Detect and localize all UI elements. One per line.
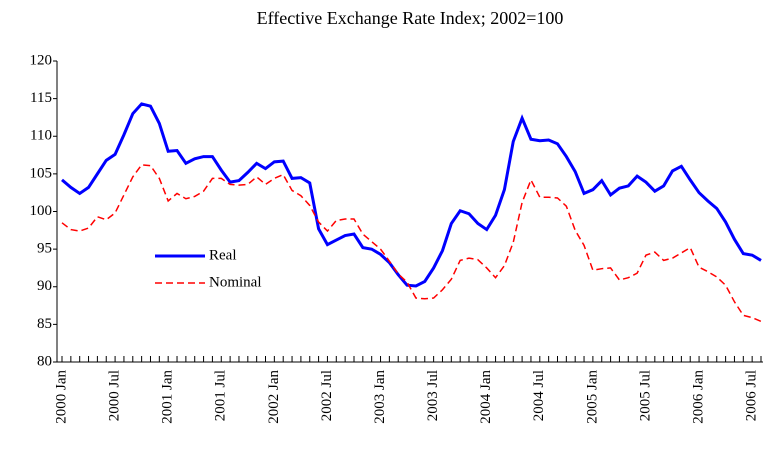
x-tick-label: 2000 Jan xyxy=(53,370,69,424)
x-tick-label: 2005 Jan xyxy=(584,370,600,424)
y-tick-label: 90 xyxy=(37,278,52,294)
y-tick-label: 120 xyxy=(30,52,53,68)
series-line xyxy=(61,164,762,323)
x-tick-label: 2002 Jan xyxy=(266,370,282,424)
series-line xyxy=(61,102,762,288)
x-tick-label: 2006 Jan xyxy=(691,370,707,424)
x-tick-label: 2001 Jan xyxy=(160,370,176,424)
x-tick-label: 2004 Jan xyxy=(478,370,494,424)
x-tick-label: 2003 Jul xyxy=(425,370,441,421)
x-tick-label: 2001 Jul xyxy=(213,370,229,421)
y-tick-label: 80 xyxy=(37,353,52,369)
y-tick-label: 100 xyxy=(30,203,53,219)
y-tick-label: 85 xyxy=(37,316,52,332)
legend-label: Real xyxy=(209,247,237,263)
y-tick-label: 115 xyxy=(30,90,52,106)
x-tick-label: 2006 Jul xyxy=(744,370,760,421)
y-tick-label: 110 xyxy=(30,128,52,144)
chart-title: Effective Exchange Rate Index; 2002=100 xyxy=(257,8,564,28)
x-tick-label: 2000 Jul xyxy=(107,370,123,421)
x-tick-label: 2002 Jul xyxy=(319,370,335,421)
x-tick-label: 2004 Jul xyxy=(531,370,547,421)
y-tick-label: 105 xyxy=(30,165,53,181)
x-tick-label: 2003 Jan xyxy=(372,370,388,424)
x-tick-label: 2005 Jul xyxy=(637,370,653,421)
legend-label: Nominal xyxy=(209,274,262,290)
y-tick-label: 95 xyxy=(37,241,52,257)
